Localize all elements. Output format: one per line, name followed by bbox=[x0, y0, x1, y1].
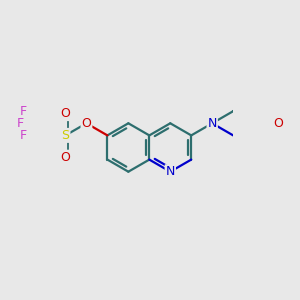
Text: F: F bbox=[20, 105, 27, 118]
Text: F: F bbox=[20, 129, 27, 142]
Text: O: O bbox=[61, 151, 70, 164]
Text: O: O bbox=[82, 117, 92, 130]
Text: O: O bbox=[61, 107, 70, 120]
Text: N: N bbox=[208, 117, 217, 130]
Text: F: F bbox=[17, 117, 24, 130]
Text: S: S bbox=[61, 129, 70, 142]
Text: O: O bbox=[273, 117, 283, 130]
Text: N: N bbox=[166, 165, 175, 178]
